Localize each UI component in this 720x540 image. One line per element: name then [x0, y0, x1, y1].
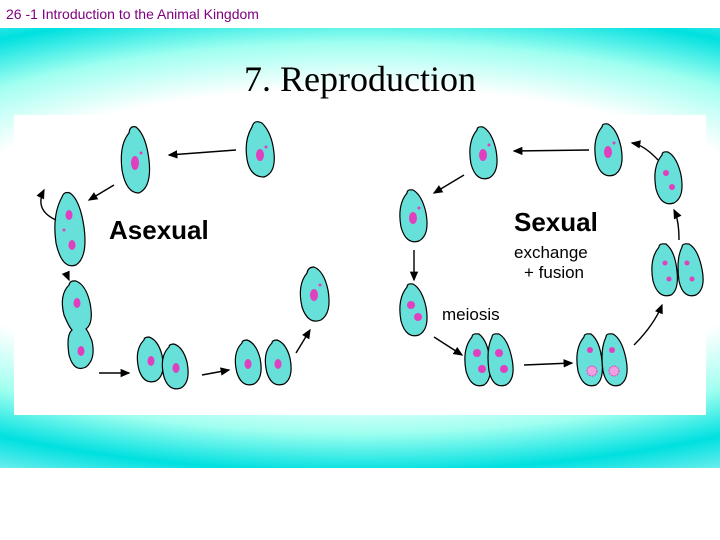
sexual-cell-8: [655, 152, 682, 204]
sexual-pair-contact: [465, 334, 513, 386]
slide-header: 26 -1 Introduction to the Animal Kingdom: [6, 6, 259, 22]
sexual-cell-1: [595, 124, 622, 176]
asexual-cell-3: [55, 193, 85, 266]
meiosis-label: meiosis: [442, 305, 500, 325]
reproduction-diagram: Asexual Sexual exchange + fusion meiosis: [14, 115, 706, 415]
fusion-label: + fusion: [524, 263, 584, 283]
slide-title: 7. Reproduction: [0, 58, 720, 100]
asexual-cell-4: [62, 281, 93, 369]
asexual-cell-7: [300, 267, 329, 321]
sexual-pair-split: [652, 244, 703, 296]
sexual-label: Sexual: [514, 207, 598, 238]
exchange-label: exchange: [514, 243, 588, 263]
asexual-cell-6: [235, 340, 291, 385]
diagram-svg: [14, 115, 706, 415]
sexual-cell-2: [470, 127, 497, 179]
asexual-cell-1: [246, 122, 274, 177]
asexual-label: Asexual: [109, 215, 209, 246]
sexual-pair-exchange: [577, 334, 627, 386]
sexual-cell-3: [400, 190, 427, 242]
asexual-cell-2: [121, 127, 149, 193]
sexual-cell-4: [400, 284, 427, 336]
asexual-cell-5: [137, 337, 188, 389]
